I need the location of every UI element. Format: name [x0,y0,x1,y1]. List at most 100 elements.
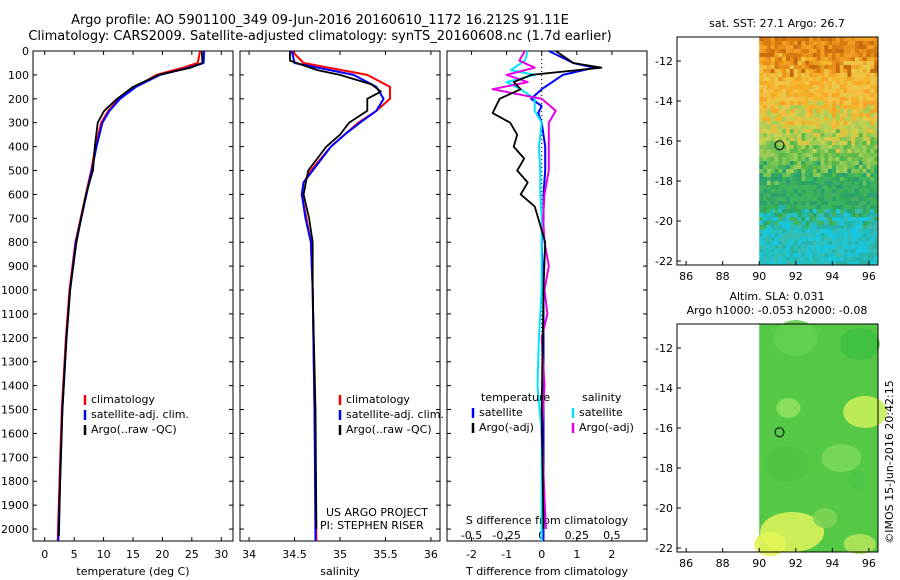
sst-map-cell [847,53,852,58]
sst-map-cell [789,137,795,142]
sst-map-cell [809,153,814,158]
sst-map-cell [851,157,856,162]
sst-map-cell [766,145,772,150]
sst-map-cell [763,177,768,182]
sst-map-cell [824,181,829,186]
sst-map-cell [816,37,821,42]
sst-map-cell [805,225,810,230]
sst-map-cell [774,65,779,70]
sst-map-cell [774,93,779,98]
sst-map-cell [843,205,848,210]
sst-map-cell [770,37,775,42]
sst-map-cell [759,185,764,190]
sst-map-cell [801,69,806,74]
sst-map-cell [770,177,775,182]
sst-map-cell [870,257,875,262]
sst-map-cell [812,261,817,266]
sst-map-cell [843,185,848,190]
sst-map-cell [801,165,806,170]
depth-tick-label: 400 [8,141,29,154]
sst-map-cell [789,65,795,70]
sst-map-cell [778,105,783,110]
sst-map-cell [843,77,848,82]
sst-map-cell [797,261,802,266]
sst-map-cell [858,61,863,66]
sst-map-cell [862,149,867,154]
sst-map-cell [805,241,810,246]
sst-map-cell [851,57,856,62]
sst-map-cell [855,89,860,94]
sst-map-cell [870,169,875,174]
sst-map-cell [766,121,772,126]
sst-map-cell [763,105,768,110]
sst-map-cell [870,153,875,158]
sst-map-cell [866,257,871,262]
sst-map-cell [793,137,798,142]
sst-map-cell [774,89,779,94]
sst-map-cell [855,81,860,86]
sst-map-cell [812,69,817,74]
sst-map-cell [801,201,806,206]
sst-map-cell [824,61,829,66]
sst-map-cell [770,229,775,234]
sst-map-cell [793,121,798,126]
sst-map-cell [866,201,871,206]
sst-map-cell [839,193,844,198]
sst-map-cell [862,213,867,218]
sst-map-cell [832,77,837,82]
sst-map-cell [774,113,779,118]
sst-map-cell [851,173,856,178]
sst-map-cell [770,185,775,190]
sst-map-cell [835,221,840,226]
sst-map-cell [759,157,764,162]
sst-map-cell [820,101,825,106]
sst-map-cell [763,193,768,198]
sla-map-blob [754,532,787,556]
sst-map-cell [778,37,783,42]
sst-map-cell [820,229,825,234]
sst-map-cell [835,153,840,158]
sst-map-cell [770,57,775,62]
sst-map-cell [862,253,867,258]
sst-map-cell [797,141,802,146]
sst-map-cell [828,85,833,90]
sst-map-cell [835,209,840,214]
sst-map-cell [858,177,863,182]
sst-map-cell [778,145,783,150]
sst-map-cell [824,133,829,138]
sst-map-cell [782,85,787,90]
sst-map-cell [843,165,848,170]
sst-map-cell [847,81,852,86]
sst-map-cell [763,97,768,102]
sst-map-cell [828,185,833,190]
sst-map-cell [812,149,817,154]
sst-map-cell [759,201,764,206]
sst-map-cell [870,157,875,162]
sst-map-cell [847,113,852,118]
sst-map-cell [820,189,825,194]
sst-map-cell [858,149,863,154]
sst-map-cell [828,125,833,130]
sst-map-cell [801,121,806,126]
sst-map-cell [816,161,821,166]
sst-map-cell [843,133,848,138]
sst-map-cell [862,69,867,74]
sst-map-cell [778,117,783,122]
sst-map-cell [812,65,817,70]
sst-map-cell [774,193,779,198]
sst-map-cell [862,129,867,134]
sst-map-cell [835,97,840,102]
sst-map-cell [820,121,825,126]
sst-map-cell [774,249,779,254]
sst-map-cell [870,61,875,66]
tdiff-x-tick-label: 2 [608,548,615,561]
sst-map-cell [793,93,798,98]
sst-map-cell [843,157,848,162]
sst-map-cell [809,213,814,218]
sst-map-cell [862,137,867,142]
depth-tick-label: 100 [8,69,29,82]
depth-tick-label: 800 [8,236,29,249]
sst-map-cell [851,197,856,202]
sst-map-cell [847,41,852,46]
sst-map-cell [866,149,871,154]
